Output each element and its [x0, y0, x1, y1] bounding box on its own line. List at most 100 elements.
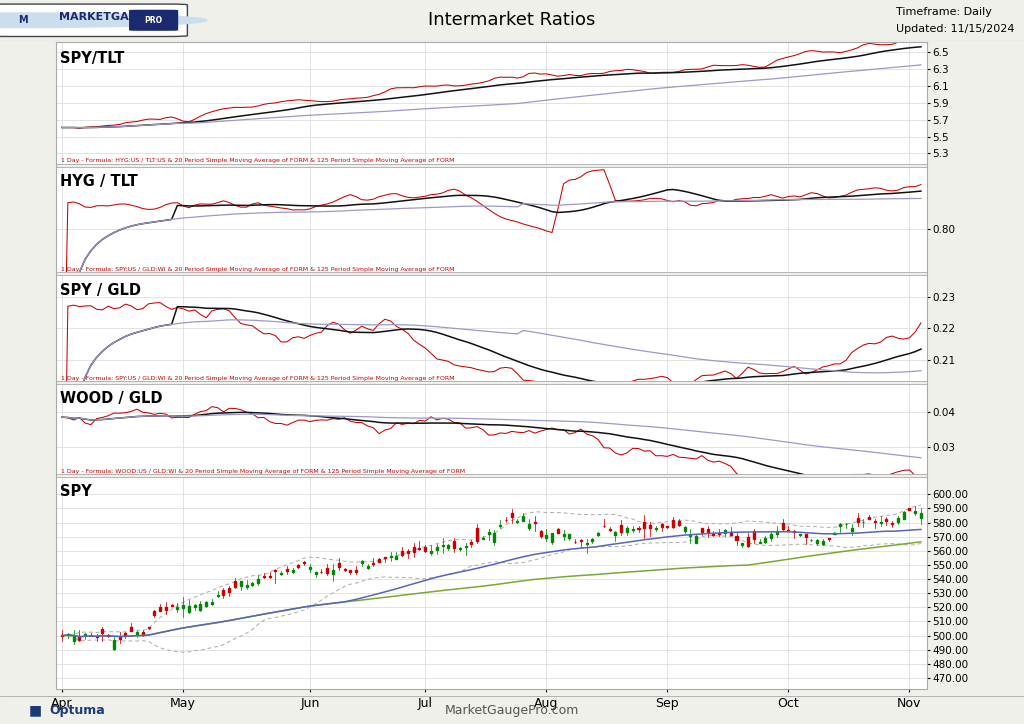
Bar: [476, 528, 478, 541]
Bar: [724, 530, 726, 533]
Text: PRO: PRO: [144, 16, 163, 25]
Bar: [101, 628, 103, 633]
Bar: [470, 542, 472, 544]
Bar: [695, 536, 697, 543]
Bar: [586, 543, 588, 544]
Text: WOOD / GLD: WOOD / GLD: [59, 390, 162, 405]
Bar: [378, 559, 380, 562]
Bar: [246, 585, 248, 586]
Bar: [689, 535, 691, 536]
Bar: [608, 529, 610, 530]
Bar: [303, 562, 305, 563]
Bar: [534, 521, 536, 523]
Bar: [494, 534, 496, 542]
Bar: [764, 538, 766, 542]
Bar: [678, 521, 680, 525]
Text: SPY/TLT: SPY/TLT: [59, 51, 124, 65]
Bar: [136, 632, 138, 634]
Bar: [551, 534, 553, 542]
Bar: [343, 569, 345, 571]
Bar: [632, 529, 634, 530]
Bar: [79, 636, 81, 641]
Bar: [522, 516, 524, 521]
Bar: [141, 632, 143, 634]
Text: MARKETGAUGE: MARKETGAUGE: [59, 12, 155, 22]
Bar: [487, 532, 489, 534]
Bar: [540, 531, 542, 536]
Bar: [395, 557, 397, 559]
Bar: [154, 611, 156, 615]
Circle shape: [0, 13, 207, 28]
Bar: [759, 542, 761, 543]
Bar: [338, 563, 340, 567]
Bar: [447, 545, 450, 548]
Bar: [459, 548, 461, 549]
Bar: [234, 581, 236, 587]
Bar: [453, 541, 455, 547]
Bar: [626, 528, 628, 531]
Bar: [897, 518, 899, 522]
Bar: [748, 536, 749, 546]
Text: 1 Day - Formula: SPY:US / GLD:WI & 20 Period Simple Moving Average of FORM & 125: 1 Day - Formula: SPY:US / GLD:WI & 20 Pe…: [61, 376, 455, 381]
Bar: [614, 532, 616, 535]
FancyBboxPatch shape: [129, 9, 178, 31]
Bar: [424, 547, 426, 552]
Bar: [562, 534, 564, 536]
Bar: [902, 512, 904, 518]
Bar: [251, 583, 253, 585]
Text: M: M: [17, 15, 28, 25]
Bar: [672, 520, 674, 527]
Bar: [660, 524, 663, 528]
Bar: [781, 523, 783, 529]
Bar: [125, 633, 127, 635]
Bar: [753, 531, 755, 539]
Bar: [108, 635, 110, 636]
Text: 1 Day - Formula: HYG:US / TLT:US & 20 Period Simple Moving Average of FORM & 125: 1 Day - Formula: HYG:US / TLT:US & 20 Pe…: [61, 158, 455, 163]
Bar: [856, 518, 858, 523]
Text: MarketGaugePro.com: MarketGaugePro.com: [444, 704, 580, 717]
Bar: [360, 561, 362, 563]
Text: 1 Day - Formula: SPY:US / GLD:WI & 20 Period Simple Moving Average of FORM & 125: 1 Day - Formula: SPY:US / GLD:WI & 20 Pe…: [61, 266, 455, 272]
Bar: [886, 520, 888, 521]
Bar: [194, 605, 196, 607]
Bar: [649, 525, 651, 529]
Bar: [413, 547, 415, 552]
Bar: [621, 526, 623, 531]
Bar: [684, 527, 686, 531]
Bar: [914, 511, 916, 513]
Bar: [228, 588, 230, 592]
Bar: [730, 532, 732, 535]
Bar: [61, 634, 63, 636]
Bar: [667, 526, 669, 527]
Bar: [211, 602, 213, 604]
Bar: [580, 539, 582, 541]
Bar: [499, 525, 501, 526]
Bar: [349, 571, 351, 573]
Bar: [130, 627, 132, 631]
Bar: [205, 602, 207, 606]
Bar: [465, 546, 467, 547]
Bar: [281, 573, 283, 574]
Bar: [545, 535, 547, 538]
Bar: [274, 570, 276, 571]
Bar: [654, 528, 656, 529]
Bar: [776, 531, 778, 534]
Bar: [119, 637, 121, 639]
Text: SPY: SPY: [59, 484, 91, 499]
Bar: [557, 529, 559, 533]
Bar: [597, 533, 599, 535]
Bar: [638, 528, 640, 529]
Bar: [528, 523, 530, 528]
Bar: [568, 534, 570, 538]
Bar: [200, 604, 202, 610]
Bar: [707, 529, 709, 531]
Bar: [367, 565, 369, 568]
Bar: [816, 539, 818, 543]
Bar: [735, 536, 737, 539]
Bar: [159, 607, 161, 611]
Bar: [286, 570, 288, 571]
Text: HYG / TLT: HYG / TLT: [59, 174, 137, 189]
Text: SPY / GLD: SPY / GLD: [59, 283, 141, 298]
Bar: [257, 579, 259, 583]
Bar: [770, 534, 772, 539]
